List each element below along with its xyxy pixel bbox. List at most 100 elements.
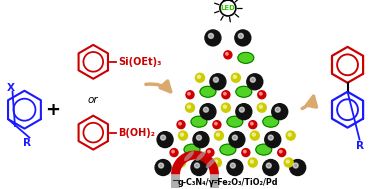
Circle shape: [248, 158, 257, 167]
Circle shape: [244, 150, 246, 153]
Circle shape: [179, 122, 181, 125]
Text: LED: LED: [220, 5, 235, 11]
Circle shape: [177, 158, 185, 167]
Circle shape: [235, 30, 251, 46]
Ellipse shape: [256, 144, 272, 155]
Circle shape: [197, 75, 200, 78]
Circle shape: [196, 73, 205, 82]
Circle shape: [222, 91, 230, 99]
Circle shape: [172, 150, 174, 153]
Circle shape: [215, 122, 217, 125]
Ellipse shape: [227, 116, 243, 127]
Circle shape: [229, 132, 245, 148]
Circle shape: [226, 53, 228, 55]
Circle shape: [232, 135, 237, 140]
Circle shape: [278, 149, 286, 156]
Circle shape: [265, 132, 281, 148]
Circle shape: [206, 149, 214, 156]
Circle shape: [217, 133, 220, 136]
Circle shape: [268, 135, 273, 140]
Ellipse shape: [191, 116, 207, 127]
Circle shape: [191, 160, 207, 176]
Circle shape: [205, 30, 221, 46]
Circle shape: [238, 33, 243, 38]
Circle shape: [188, 105, 191, 108]
Text: or: or: [88, 95, 99, 105]
Text: B(OH)₂: B(OH)₂: [118, 128, 155, 138]
Circle shape: [227, 160, 243, 176]
Ellipse shape: [184, 151, 194, 161]
Circle shape: [180, 133, 183, 136]
Circle shape: [223, 105, 226, 108]
Circle shape: [250, 77, 255, 82]
Ellipse shape: [263, 116, 279, 127]
Circle shape: [250, 131, 259, 140]
Ellipse shape: [200, 86, 216, 97]
Text: X: X: [6, 83, 15, 93]
Ellipse shape: [206, 158, 216, 168]
Circle shape: [179, 131, 188, 140]
Circle shape: [240, 107, 244, 112]
Circle shape: [188, 93, 190, 95]
Circle shape: [252, 133, 255, 136]
Circle shape: [275, 107, 280, 112]
Text: R: R: [356, 141, 364, 151]
Text: Si(OEt)₃: Si(OEt)₃: [118, 57, 162, 67]
Circle shape: [293, 163, 298, 168]
Circle shape: [288, 133, 291, 136]
Circle shape: [257, 103, 266, 112]
Circle shape: [213, 121, 221, 129]
Circle shape: [290, 160, 306, 176]
Circle shape: [259, 93, 262, 95]
Circle shape: [203, 107, 208, 112]
Circle shape: [220, 0, 236, 16]
Circle shape: [231, 73, 240, 82]
Text: +: +: [45, 101, 60, 119]
Ellipse shape: [238, 52, 254, 63]
Circle shape: [170, 149, 178, 156]
Circle shape: [155, 160, 171, 176]
Circle shape: [212, 158, 221, 167]
Circle shape: [230, 163, 235, 168]
Polygon shape: [210, 174, 219, 189]
Circle shape: [157, 132, 173, 148]
Circle shape: [242, 149, 250, 156]
Ellipse shape: [196, 151, 206, 161]
Circle shape: [179, 160, 182, 163]
Circle shape: [247, 74, 263, 90]
Circle shape: [279, 150, 282, 153]
Circle shape: [258, 91, 266, 99]
Circle shape: [210, 74, 226, 90]
Circle shape: [251, 122, 253, 125]
Polygon shape: [171, 151, 219, 174]
Circle shape: [197, 135, 202, 140]
Circle shape: [249, 121, 257, 129]
Polygon shape: [171, 174, 180, 189]
Text: R: R: [23, 138, 32, 148]
Circle shape: [186, 91, 194, 99]
Ellipse shape: [220, 144, 236, 155]
Text: g-C₃N₄/γ-Fe₂O₃/TiO₂/Pd: g-C₃N₄/γ-Fe₂O₃/TiO₂/Pd: [177, 177, 278, 187]
Circle shape: [233, 75, 237, 78]
Ellipse shape: [236, 86, 252, 97]
Circle shape: [185, 103, 194, 112]
Circle shape: [236, 104, 252, 120]
Circle shape: [272, 104, 288, 120]
Circle shape: [266, 163, 271, 168]
Circle shape: [221, 103, 230, 112]
Circle shape: [208, 33, 214, 38]
Circle shape: [214, 131, 223, 140]
Circle shape: [263, 160, 279, 176]
Circle shape: [208, 150, 210, 153]
Circle shape: [286, 160, 289, 163]
Circle shape: [224, 51, 232, 59]
Circle shape: [250, 160, 253, 163]
Circle shape: [159, 163, 164, 168]
Circle shape: [193, 132, 209, 148]
Circle shape: [214, 77, 218, 82]
Ellipse shape: [184, 144, 200, 155]
Circle shape: [224, 93, 226, 95]
Circle shape: [161, 135, 165, 140]
Circle shape: [286, 131, 295, 140]
Circle shape: [177, 121, 185, 129]
